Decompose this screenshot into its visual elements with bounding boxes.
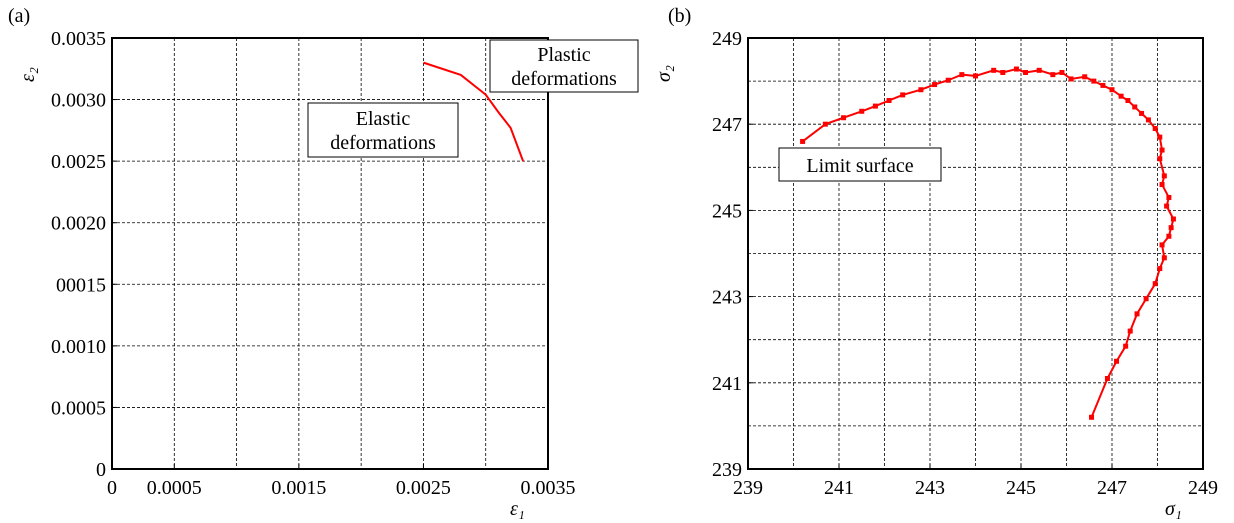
data-point xyxy=(945,77,951,83)
data-point xyxy=(1068,76,1074,82)
y-tick-label: 0 xyxy=(96,459,106,481)
panel-label: (b) xyxy=(668,5,691,27)
plot-frame xyxy=(111,37,549,470)
data-point xyxy=(1157,266,1163,272)
y-tick-label: 0.0010 xyxy=(51,336,106,358)
data-point xyxy=(1091,78,1097,84)
data-point xyxy=(1125,97,1131,103)
data-point xyxy=(1118,93,1124,99)
x-tick-label: 0.0025 xyxy=(396,477,451,499)
y-tick-label: 243 xyxy=(712,287,742,309)
data-point xyxy=(1104,375,1110,381)
y-tick-label: 0.0020 xyxy=(51,213,106,235)
data-point xyxy=(1000,69,1006,75)
annotation-box xyxy=(778,147,942,182)
data-point xyxy=(1023,69,1029,75)
data-point xyxy=(1013,66,1019,72)
data-point xyxy=(1123,343,1129,349)
annotation-text: Plastic xyxy=(537,44,590,66)
plot-frame xyxy=(747,37,1204,470)
data-point xyxy=(900,92,906,98)
x-tick-label: 239 xyxy=(733,477,763,499)
data-point xyxy=(1114,358,1120,364)
data-point xyxy=(800,138,806,144)
data-point xyxy=(1134,311,1140,317)
x-tick-label: 0 xyxy=(107,477,117,499)
data-point xyxy=(886,97,892,103)
data-point xyxy=(1159,242,1165,248)
y-tick-label: 249 xyxy=(712,28,742,50)
x-tick-label: 243 xyxy=(915,477,945,499)
data-point xyxy=(1100,82,1106,88)
data-point xyxy=(1168,225,1174,231)
y-tick-label: 0.0025 xyxy=(51,151,106,173)
data-point xyxy=(1050,72,1056,78)
data-point xyxy=(859,108,865,114)
data-point xyxy=(1164,203,1170,209)
annotation-text: Elastic xyxy=(356,108,411,130)
data-point xyxy=(1082,74,1088,80)
x-tick-label: 0.0005 xyxy=(147,477,202,499)
data-point xyxy=(1127,328,1133,334)
annotation-text: Limit surface xyxy=(806,155,913,177)
data-point xyxy=(872,103,878,109)
data-point xyxy=(1109,87,1115,93)
data-point xyxy=(1143,296,1149,302)
annotation-text: deformations xyxy=(330,132,436,154)
data-point xyxy=(1170,216,1176,222)
data-point xyxy=(822,121,828,127)
data-point xyxy=(1166,194,1172,200)
data-line xyxy=(423,61,525,162)
data-point xyxy=(1152,126,1158,132)
data-point xyxy=(973,73,978,79)
data-point xyxy=(1159,147,1165,153)
y-tick-label: 0.0005 xyxy=(51,397,106,419)
y-tick-label: 241 xyxy=(712,373,742,395)
data-point xyxy=(1159,182,1165,188)
data-point xyxy=(1161,255,1167,261)
y-tick-label: 00015 xyxy=(56,274,106,296)
data-point xyxy=(959,72,965,78)
data-point xyxy=(1152,281,1158,287)
y-axis-label: σ₂ xyxy=(653,65,675,82)
data-point xyxy=(1132,104,1138,110)
x-tick-label: 0.0015 xyxy=(271,477,326,499)
x-tick-label: 245 xyxy=(1006,477,1036,499)
annotation-text: deformations xyxy=(511,68,617,90)
data-point xyxy=(841,115,847,121)
data-point xyxy=(1036,67,1042,73)
x-tick-label: 247 xyxy=(1097,477,1127,499)
data-point xyxy=(1059,69,1065,75)
panel-label: (a) xyxy=(8,5,30,27)
y-tick-label: 247 xyxy=(712,114,742,136)
data-line xyxy=(801,67,1175,418)
data-point xyxy=(1139,110,1145,116)
y-tick-label: 0.0035 xyxy=(51,28,106,50)
data-point xyxy=(1145,117,1151,123)
x-axis-label: ε₁ xyxy=(510,498,525,520)
data-point xyxy=(1161,173,1167,179)
y-tick-label: 0.0030 xyxy=(51,90,106,112)
annotation-box xyxy=(307,102,459,158)
data-point xyxy=(932,82,938,88)
x-tick-label: 249 xyxy=(1188,477,1218,499)
data-point xyxy=(991,67,997,73)
data-point xyxy=(1157,134,1163,140)
x-tick-label: 241 xyxy=(824,477,854,499)
data-point xyxy=(1157,156,1163,162)
data-point xyxy=(918,87,924,93)
x-axis-label: σ₁ xyxy=(1165,498,1182,520)
x-tick-label: 0.0035 xyxy=(521,477,576,499)
y-tick-label: 239 xyxy=(712,459,742,481)
y-axis-label: ε₂ xyxy=(17,67,39,82)
annotation-box xyxy=(489,39,639,93)
data-point xyxy=(1089,414,1095,420)
data-point xyxy=(1166,233,1172,239)
y-tick-label: 245 xyxy=(712,200,742,222)
